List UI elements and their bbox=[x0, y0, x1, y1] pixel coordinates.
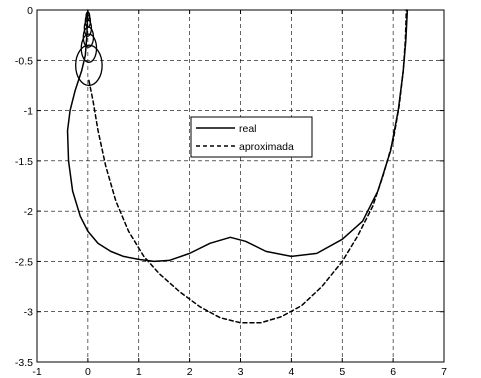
series-line-real bbox=[66, 9, 409, 263]
y-tick-labels: 0 -0.5 -1 -1.5 -2 -2.5 -3 -3.5 bbox=[15, 5, 33, 369]
ellipse-annotations bbox=[75, 11, 103, 87]
y-tick-label: -3.5 bbox=[15, 357, 33, 369]
x-tick-label: 0 bbox=[85, 366, 91, 378]
legend-label-real: real bbox=[239, 123, 257, 135]
y-tick-label: -0.5 bbox=[15, 55, 33, 67]
x-tick-label: 7 bbox=[441, 366, 447, 378]
grid bbox=[37, 10, 444, 362]
series-layer bbox=[66, 9, 409, 324]
ellipse-annotation bbox=[80, 33, 98, 63]
tick-marks bbox=[36, 9, 445, 363]
y-tick-label: -3 bbox=[24, 307, 33, 319]
y-tick-label: 0 bbox=[27, 5, 33, 17]
ellipse-annotation bbox=[75, 44, 103, 87]
x-tick-label: 5 bbox=[339, 366, 345, 378]
x-tick-label: 2 bbox=[187, 366, 193, 378]
x-tick-label: 4 bbox=[288, 366, 294, 378]
x-tick-label: 6 bbox=[390, 366, 396, 378]
legend: real aproximada bbox=[190, 116, 313, 158]
y-tick-label: -1.5 bbox=[15, 156, 33, 168]
y-tick-label: -2 bbox=[24, 206, 33, 218]
legend-box bbox=[190, 116, 313, 158]
y-tick-label: -2.5 bbox=[15, 256, 33, 268]
y-tick-label: -1 bbox=[24, 106, 33, 118]
series-line-aproximada bbox=[88, 9, 408, 324]
x-tick-label: -1 bbox=[32, 366, 41, 378]
x-tick-label: 3 bbox=[238, 366, 244, 378]
x-tick-label: 1 bbox=[136, 366, 142, 378]
legend-label-aproximada: aproximada bbox=[239, 141, 294, 153]
x-tick-labels: -1 0 1 2 3 4 5 6 7 bbox=[32, 366, 447, 378]
